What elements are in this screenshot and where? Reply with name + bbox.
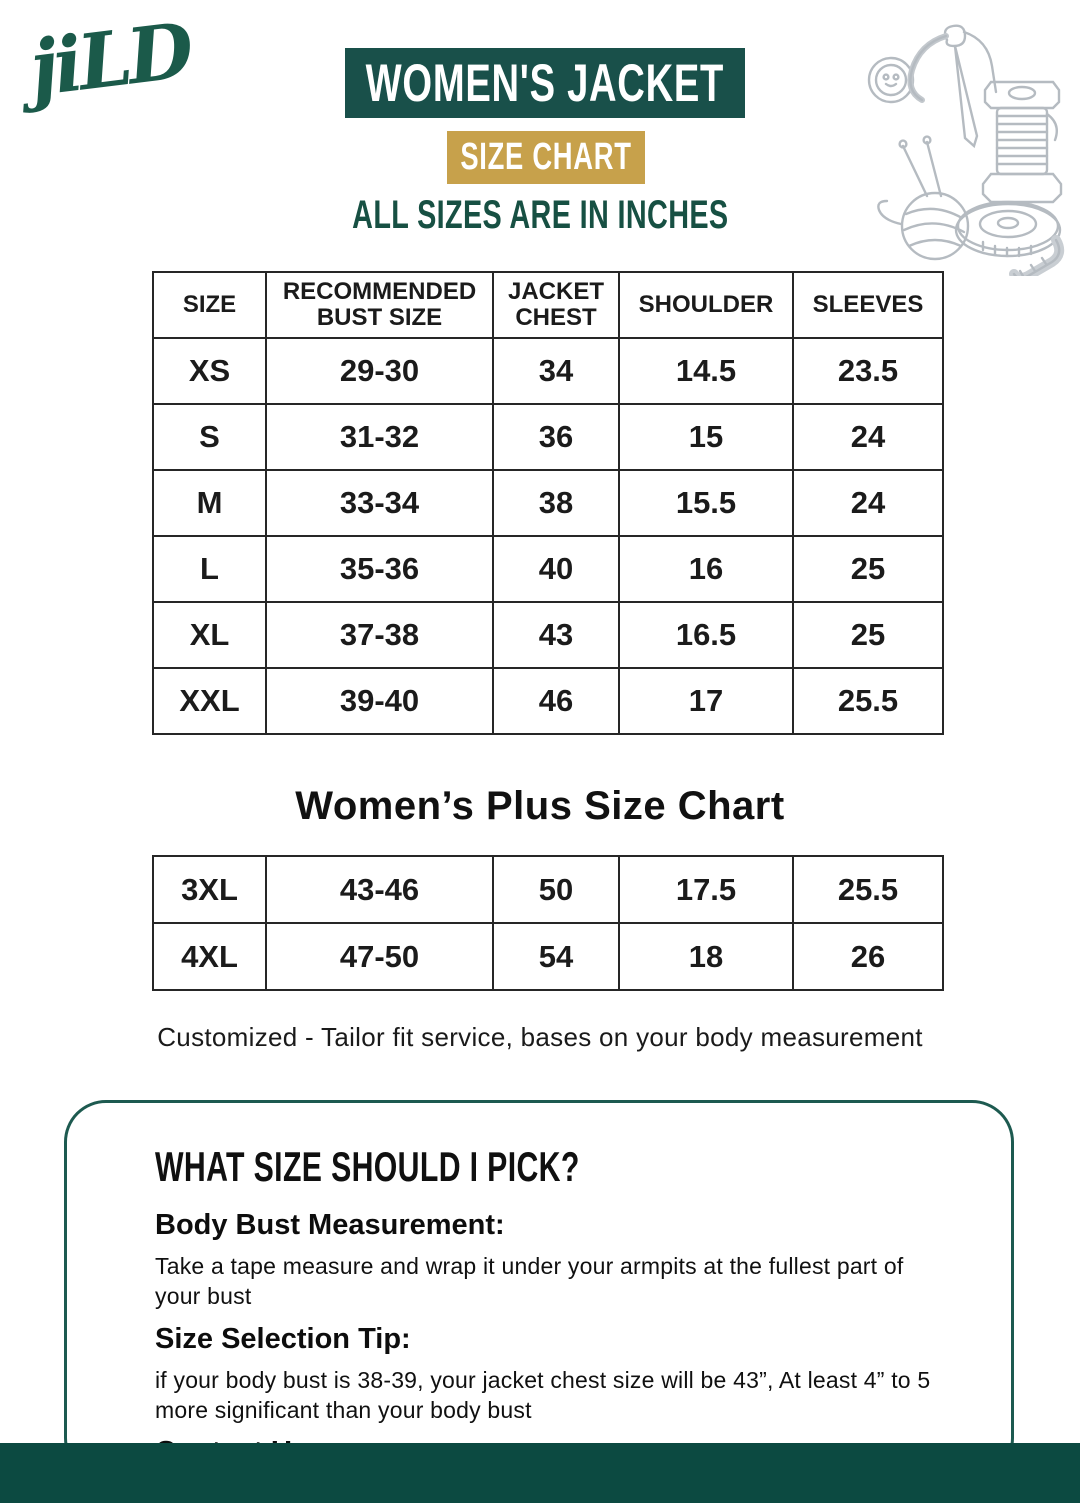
cell: 3XL bbox=[152, 855, 267, 924]
cell: 25 bbox=[792, 601, 944, 669]
cell: 17.5 bbox=[618, 855, 794, 924]
cell: 16.5 bbox=[618, 601, 794, 669]
table-row: 4XL 47-50 54 18 26 bbox=[152, 922, 944, 991]
cell: S bbox=[152, 403, 267, 471]
cell: 35-36 bbox=[265, 535, 494, 603]
table-row: M 33-34 38 15.5 24 bbox=[152, 469, 944, 537]
cell: 4XL bbox=[152, 922, 267, 991]
col-header-chest: JACKET CHEST bbox=[492, 271, 620, 339]
size-tip-text: if your body bust is 38-39, your jacket … bbox=[155, 1366, 931, 1424]
sewing-tools-icon bbox=[867, 24, 1065, 276]
cell: 38 bbox=[492, 469, 620, 537]
cell: 18 bbox=[618, 922, 794, 991]
cell: 43 bbox=[492, 601, 620, 669]
cell: 24 bbox=[792, 469, 944, 537]
cell: 25.5 bbox=[792, 667, 944, 735]
cell: XS bbox=[152, 337, 267, 405]
cell: 15.5 bbox=[618, 469, 794, 537]
col-header-size: SIZE bbox=[152, 271, 267, 339]
cell: XXL bbox=[152, 667, 267, 735]
page-title-banner: WOMEN'S JACKET bbox=[345, 48, 745, 118]
cell: 17 bbox=[618, 667, 794, 735]
cell: 31-32 bbox=[265, 403, 494, 471]
size-guide-box: WHAT SIZE SHOULD I PICK? Body Bust Measu… bbox=[64, 1100, 1014, 1503]
cell: 14.5 bbox=[618, 337, 794, 405]
cell: 43-46 bbox=[265, 855, 494, 924]
size-guide-heading: WHAT SIZE SHOULD I PICK? bbox=[155, 1143, 580, 1190]
cell: 25 bbox=[792, 535, 944, 603]
cell: 34 bbox=[492, 337, 620, 405]
table-row: XXL 39-40 46 17 25.5 bbox=[152, 667, 944, 735]
size-chart-label: SIZE CHART bbox=[460, 136, 632, 178]
cell: 39-40 bbox=[265, 667, 494, 735]
col-header-shoulder: SHOULDER bbox=[618, 271, 794, 339]
size-chart-banner: SIZE CHART bbox=[447, 131, 645, 184]
size-table: SIZE RECOMMENDED BUST SIZE JACKET CHEST … bbox=[152, 271, 944, 735]
customized-note: Customized - Tailor fit service, bases o… bbox=[157, 1022, 923, 1052]
footer-band bbox=[0, 1443, 1080, 1503]
cell: 50 bbox=[492, 855, 620, 924]
col-header-bust: RECOMMENDED BUST SIZE bbox=[265, 271, 494, 339]
table-row: XL 37-38 43 16.5 25 bbox=[152, 601, 944, 669]
bust-measurement-text: Take a tape measure and wrap it under yo… bbox=[155, 1253, 904, 1310]
cell: 37-38 bbox=[265, 601, 494, 669]
cell: 46 bbox=[492, 667, 620, 735]
cell: 40 bbox=[492, 535, 620, 603]
cell: 47-50 bbox=[265, 922, 494, 991]
page-title: WOMEN'S JACKET bbox=[365, 53, 725, 113]
cell: XL bbox=[152, 601, 267, 669]
cell: 54 bbox=[492, 922, 620, 991]
cell: 29-30 bbox=[265, 337, 494, 405]
cell: M bbox=[152, 469, 267, 537]
cell: 25.5 bbox=[792, 855, 944, 924]
table-row: S 31-32 36 15 24 bbox=[152, 403, 944, 471]
units-note: ALL SIZES ARE IN INCHES bbox=[351, 193, 729, 237]
cell: 33-34 bbox=[265, 469, 494, 537]
table-row: L 35-36 40 16 25 bbox=[152, 535, 944, 603]
table-row: 3XL 43-46 50 17.5 25.5 bbox=[152, 855, 944, 924]
cell: 16 bbox=[618, 535, 794, 603]
col-header-sleeves: SLEEVES bbox=[792, 271, 944, 339]
cell: 26 bbox=[792, 922, 944, 991]
size-tip-title: Size Selection Tip: bbox=[155, 1322, 411, 1355]
cell: 36 bbox=[492, 403, 620, 471]
size-table-header-row: SIZE RECOMMENDED BUST SIZE JACKET CHEST … bbox=[152, 271, 944, 339]
brand-logo: jiLD bbox=[25, 5, 195, 114]
table-row: XS 29-30 34 14.5 23.5 bbox=[152, 337, 944, 405]
cell: L bbox=[152, 535, 267, 603]
cell: 24 bbox=[792, 403, 944, 471]
bust-measurement-title: Body Bust Measurement: bbox=[155, 1209, 505, 1241]
plus-size-table: 3XL 43-46 50 17.5 25.5 4XL 47-50 54 18 2… bbox=[152, 855, 944, 991]
plus-size-title: Women’s Plus Size Chart bbox=[295, 784, 785, 828]
cell: 15 bbox=[618, 403, 794, 471]
cell: 23.5 bbox=[792, 337, 944, 405]
